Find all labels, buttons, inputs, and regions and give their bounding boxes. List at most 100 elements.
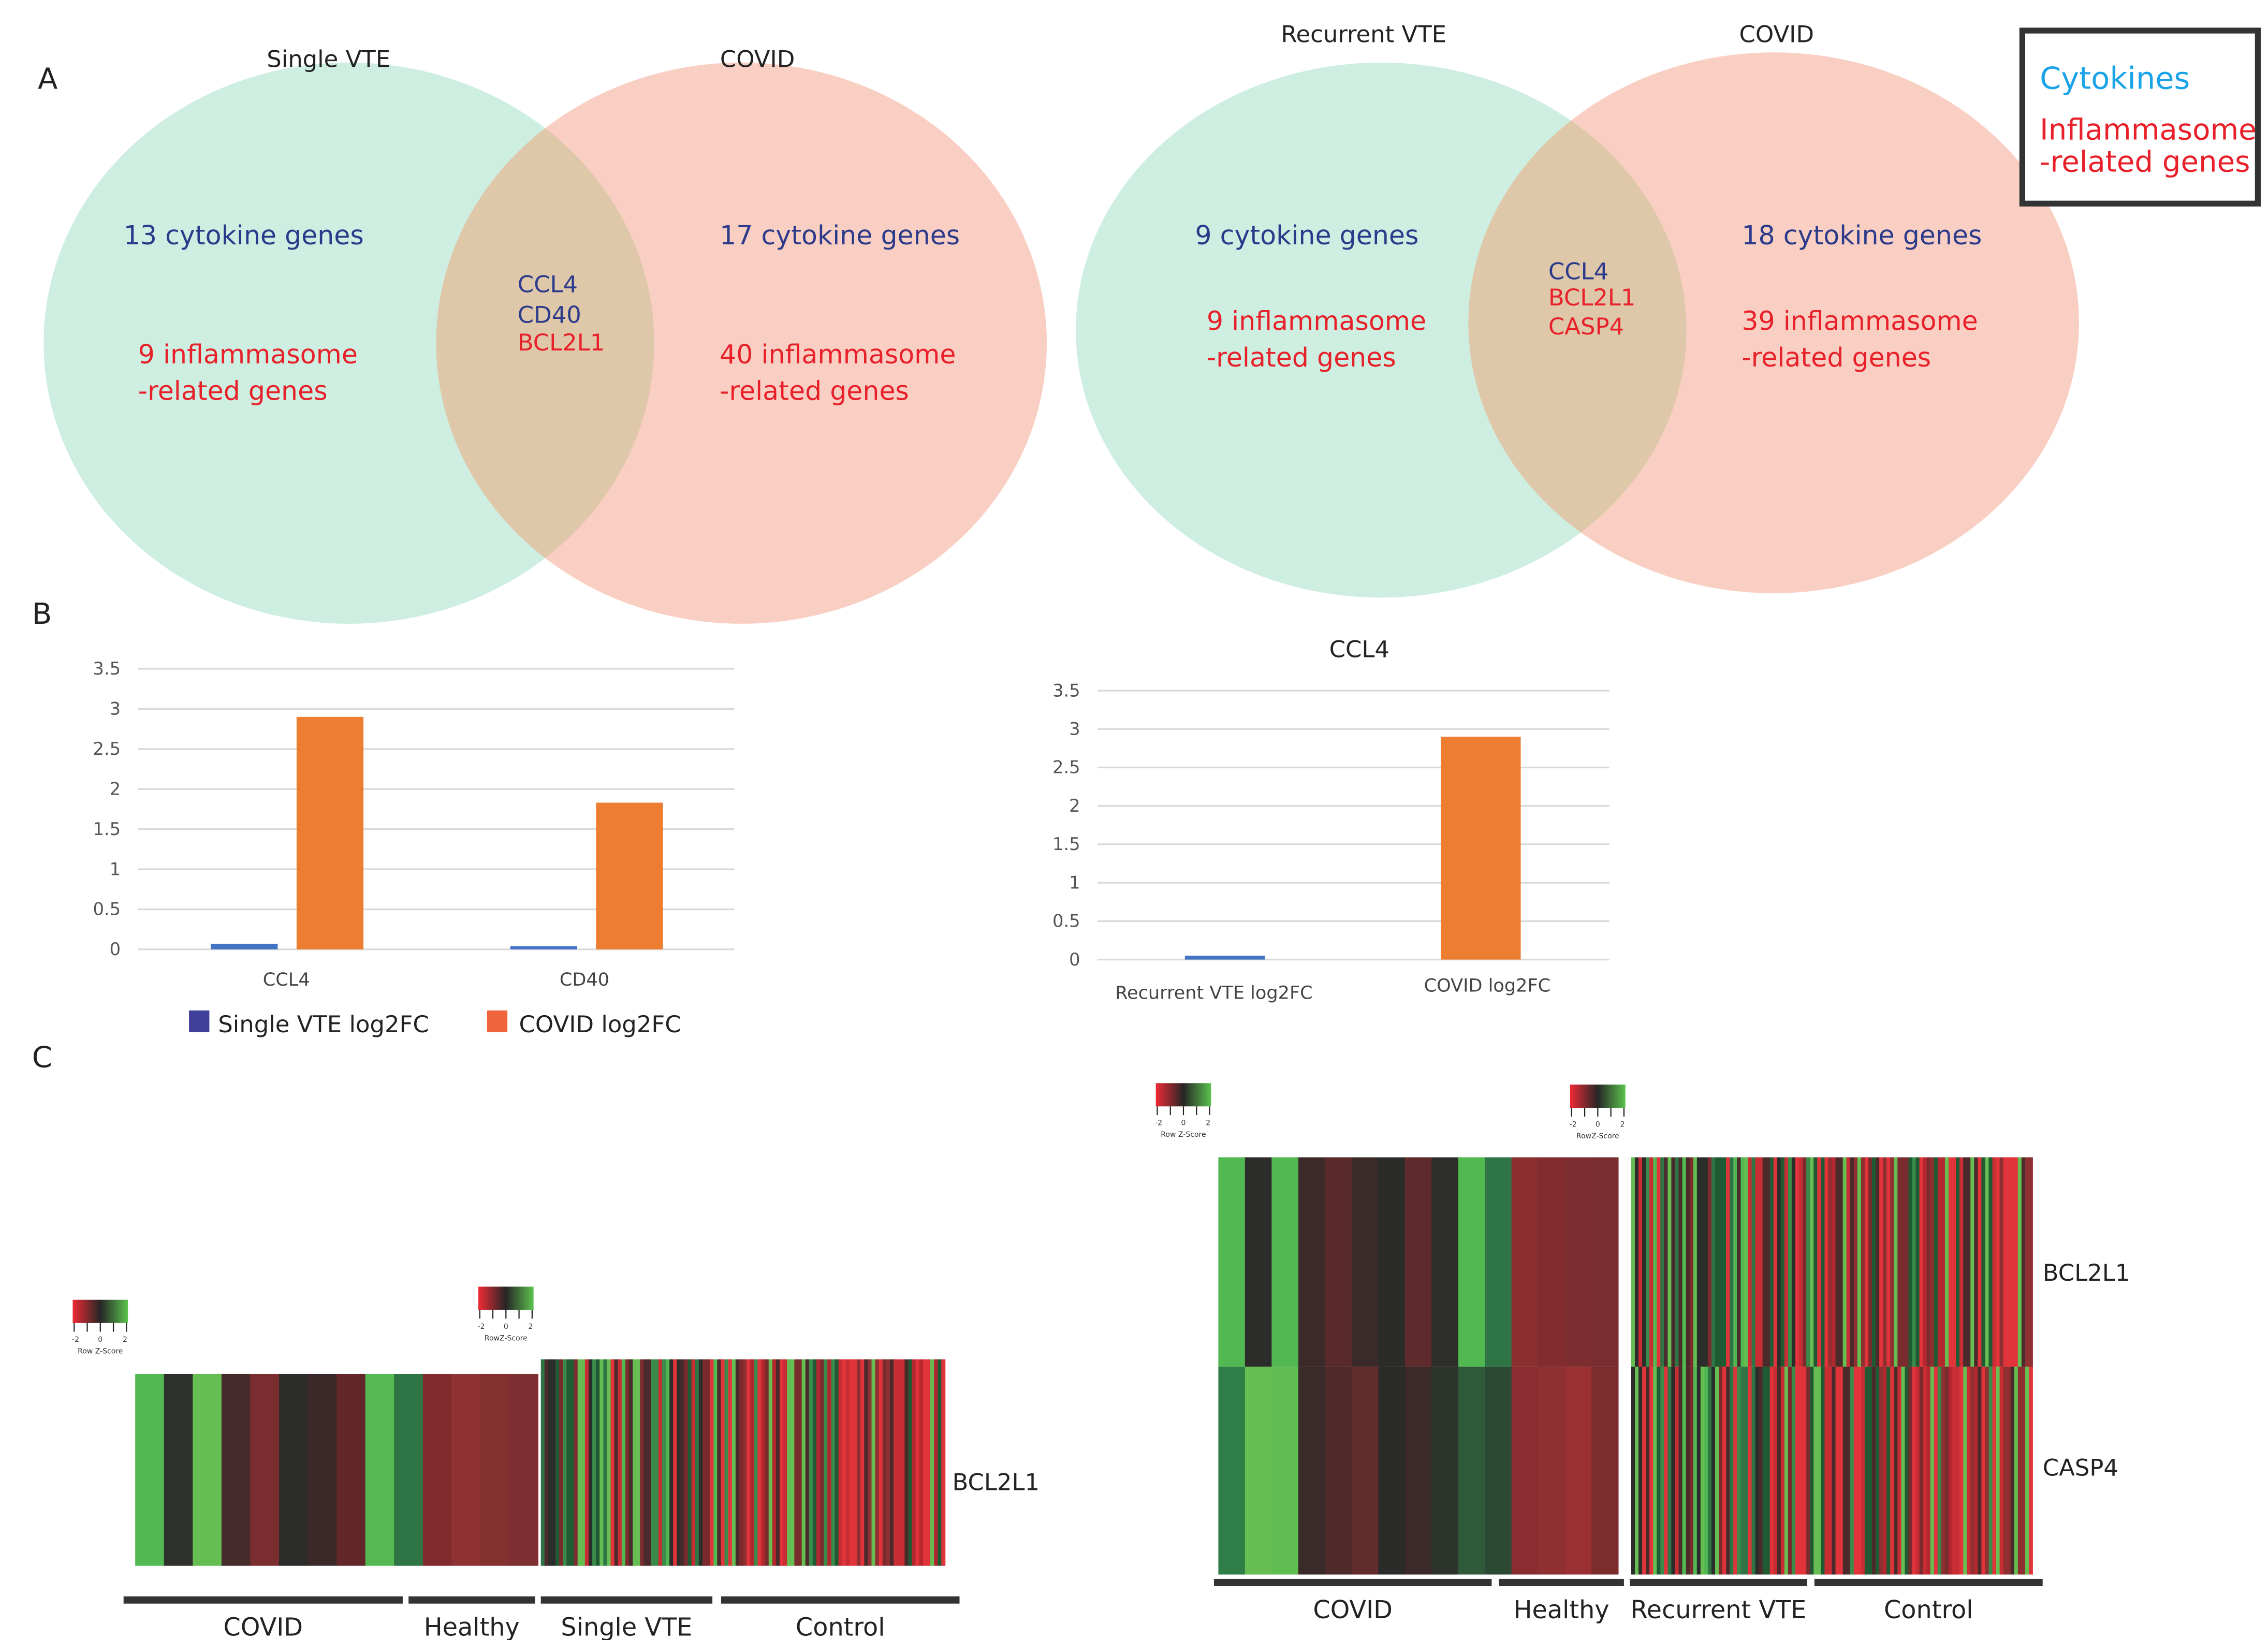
heatmap-cell xyxy=(1806,1157,1811,1367)
heatmap-cell xyxy=(930,1359,934,1566)
heatmap-cell xyxy=(1671,1157,1676,1367)
heatmap-cell xyxy=(1715,1366,1719,1575)
heatmap-cell xyxy=(1591,1366,1619,1575)
heatmap-cell xyxy=(882,1359,887,1566)
heatmap-cell xyxy=(1298,1366,1326,1575)
heatmap-cell xyxy=(1810,1366,1815,1575)
heatmap-cell xyxy=(629,1359,633,1566)
bar xyxy=(596,802,663,949)
heatmap-cell xyxy=(857,1359,861,1566)
heatmap-cell xyxy=(1784,1366,1789,1575)
heatmap-cell xyxy=(193,1373,222,1566)
heatmap-cell xyxy=(1711,1366,1716,1575)
heatmap-cell xyxy=(691,1359,696,1566)
scale-tick-label: 0 xyxy=(1596,1121,1600,1129)
heatmap-cell xyxy=(1682,1366,1687,1575)
heatmap-cell xyxy=(1795,1157,1799,1367)
group-label: Single VTE xyxy=(561,1613,692,1640)
heatmap-cell xyxy=(853,1359,857,1566)
heatmap-cell xyxy=(1719,1157,1723,1367)
group-bar xyxy=(1499,1578,1624,1586)
heatmap-cell xyxy=(702,1359,707,1566)
heatmap-cell xyxy=(1762,1157,1767,1367)
heatmap-cell xyxy=(934,1359,939,1566)
heatmap-cell xyxy=(1981,1366,1986,1575)
heatmap-cell xyxy=(1959,1157,1964,1367)
heatmap-cell xyxy=(1788,1157,1792,1367)
legend-inflammasome: Inflammasome xyxy=(2040,113,2257,147)
heatmap-cell xyxy=(308,1373,337,1566)
heatmap-cell xyxy=(1730,1366,1734,1575)
heatmap-cell xyxy=(1988,1366,1993,1575)
heatmap-cell xyxy=(1711,1157,1716,1367)
heatmap-cell xyxy=(915,1359,920,1566)
heatmap-cell xyxy=(1799,1366,1803,1575)
heatmap-cell xyxy=(1934,1157,1938,1367)
heatmap-cell xyxy=(1897,1366,1902,1575)
heatmap-cell xyxy=(761,1359,766,1566)
heatmap-cell xyxy=(654,1359,659,1566)
heatmap-cell xyxy=(1748,1366,1752,1575)
left-inflam-label: -related genes xyxy=(138,375,328,406)
heatmap-cell xyxy=(1934,1366,1938,1575)
heatmap-cell xyxy=(801,1359,806,1566)
heatmap-cell xyxy=(1803,1366,1807,1575)
legend-label: Single VTE log2FC xyxy=(218,1011,429,1038)
heatmap-cell xyxy=(1912,1366,1916,1575)
heatmap-cell xyxy=(1813,1157,1818,1367)
heatmap-cell xyxy=(633,1359,637,1566)
heatmap-cell xyxy=(901,1359,905,1566)
left-cytokine-count: 9 cytokine genes xyxy=(1195,220,1418,251)
heatmap-cell xyxy=(1538,1157,1565,1367)
heatmap-cell xyxy=(908,1359,913,1566)
heatmap-cell xyxy=(1890,1366,1895,1575)
y-tick-label: 0.5 xyxy=(1052,911,1080,931)
group-bar xyxy=(123,1596,403,1604)
heatmap-cell xyxy=(640,1359,645,1566)
heatmap-cell xyxy=(1956,1157,1960,1367)
y-tick-label: 3 xyxy=(110,699,121,719)
heatmap-cell xyxy=(824,1359,828,1566)
heatmap-cell xyxy=(1689,1157,1694,1367)
bar-chart-single-vte-vs-covid: 0 0.5 1 1.5 2 2.5 3 3.5 CCL4 CD40 Single VTE log2F… xyxy=(93,658,735,1038)
heatmap-cell xyxy=(1828,1366,1833,1575)
heatmap-cell xyxy=(1675,1366,1679,1575)
heatmap-cell xyxy=(1634,1157,1639,1367)
heatmap-cell xyxy=(1857,1157,1862,1367)
overlap-gene: CD40 xyxy=(518,301,581,329)
heatmap-cell xyxy=(1733,1366,1738,1575)
scale-title: Row Z-Score xyxy=(1161,1131,1206,1139)
heatmap-cell xyxy=(1915,1366,1920,1575)
y-tick-label: 3.5 xyxy=(1052,680,1080,700)
heatmap-cell xyxy=(1864,1157,1869,1367)
heatmap-cell xyxy=(1861,1366,1865,1575)
heatmap-cell xyxy=(1930,1157,1935,1367)
overlap-gene: BCL2L1 xyxy=(518,329,605,356)
heatmap-cell xyxy=(1780,1366,1785,1575)
heatmap-cell xyxy=(835,1359,839,1566)
heatmap-cell xyxy=(787,1359,792,1566)
heatmap-cell xyxy=(1817,1366,1822,1575)
left-inflam-count: 9 inflammasome xyxy=(138,339,358,370)
heatmap-cell xyxy=(1351,1157,1379,1367)
heatmap-cell xyxy=(1850,1157,1854,1367)
heatmap-cell xyxy=(1842,1157,1847,1367)
heatmap-cell xyxy=(1631,1366,1635,1575)
heatmap-cell xyxy=(1649,1366,1654,1575)
venn-title-left: Recurrent VTE xyxy=(1281,21,1446,48)
heatmap-cell xyxy=(1872,1157,1876,1367)
heatmap-cell xyxy=(794,1359,799,1566)
heatmap-cell xyxy=(1642,1157,1646,1367)
scale-tick-label: -2 xyxy=(1570,1121,1577,1129)
scale-tick-label: 2 xyxy=(1620,1121,1625,1129)
bar-chart-ccl4-recurrent-vte: 0 0.5 1 1.5 2 2.5 3 3.5 CCL4 Recurrent VTE log2FC… xyxy=(1052,635,1609,1003)
heatmap-cell xyxy=(750,1359,755,1566)
heatmap-cell xyxy=(875,1359,880,1566)
heatmap-cell xyxy=(1730,1157,1734,1367)
heatmap-cell xyxy=(658,1359,663,1566)
heatmap-cell xyxy=(1883,1157,1887,1367)
overlap-gene: CCL4 xyxy=(1548,257,1608,285)
heatmap-cell xyxy=(1755,1157,1760,1367)
heatmap-cell xyxy=(2025,1157,2029,1367)
group-bar xyxy=(721,1596,960,1604)
